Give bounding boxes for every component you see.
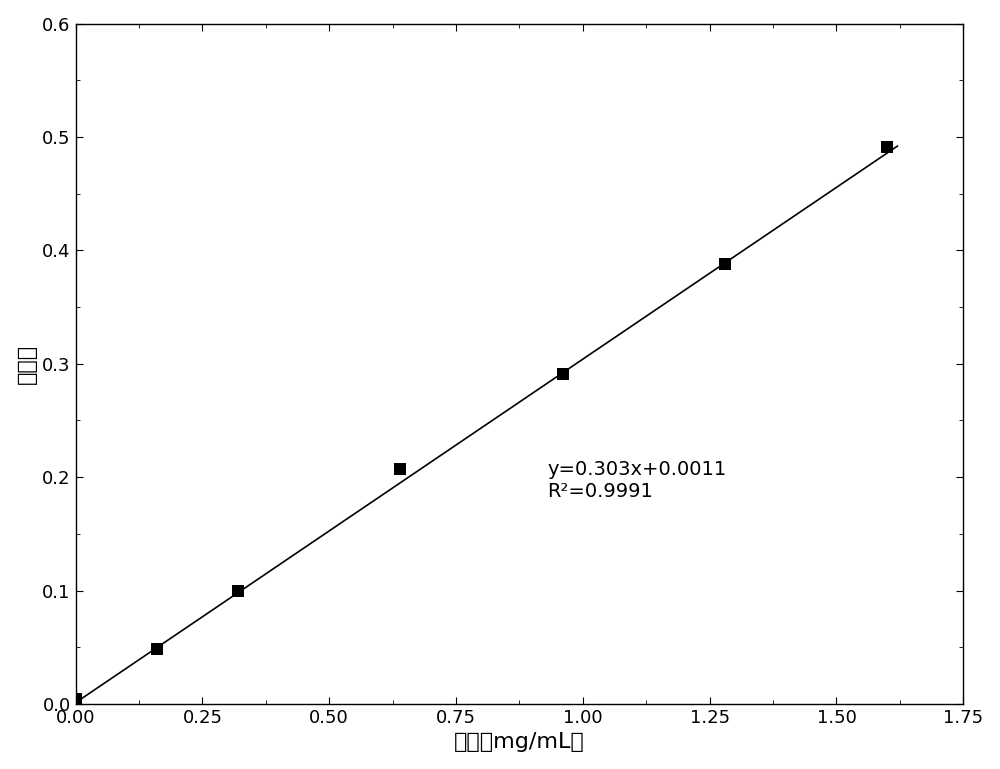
X-axis label: 浓度（mg/mL）: 浓度（mg/mL） — [454, 732, 585, 752]
Text: y=0.303x+0.0011
R²=0.9991: y=0.303x+0.0011 R²=0.9991 — [547, 460, 727, 501]
Point — [68, 693, 84, 705]
Point — [230, 584, 246, 597]
Point — [879, 141, 895, 153]
Point — [392, 463, 408, 475]
Point — [149, 644, 165, 656]
Y-axis label: 吸光値: 吸光値 — [17, 344, 37, 384]
Point — [717, 258, 733, 270]
Point — [555, 368, 571, 380]
